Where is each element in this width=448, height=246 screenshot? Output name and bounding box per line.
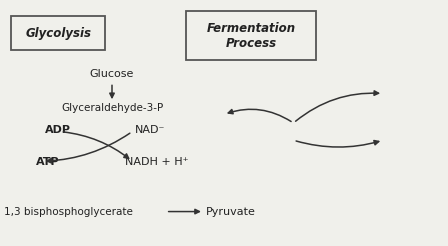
Text: Glucose: Glucose xyxy=(90,69,134,79)
Text: Pyruvate: Pyruvate xyxy=(206,207,256,216)
Text: Fermentation
Process: Fermentation Process xyxy=(207,22,295,50)
Text: NADH + H⁺: NADH + H⁺ xyxy=(125,157,189,167)
Text: Glycolysis: Glycolysis xyxy=(25,27,91,40)
FancyBboxPatch shape xyxy=(11,16,105,50)
FancyBboxPatch shape xyxy=(186,11,316,60)
Text: 1,3 bisphosphoglycerate: 1,3 bisphosphoglycerate xyxy=(4,207,134,216)
Text: NAD⁻: NAD⁻ xyxy=(134,125,165,135)
Text: ATP: ATP xyxy=(36,157,60,167)
Text: ADP: ADP xyxy=(45,125,71,135)
Text: Glyceraldehyde-3-P: Glyceraldehyde-3-P xyxy=(61,103,163,113)
